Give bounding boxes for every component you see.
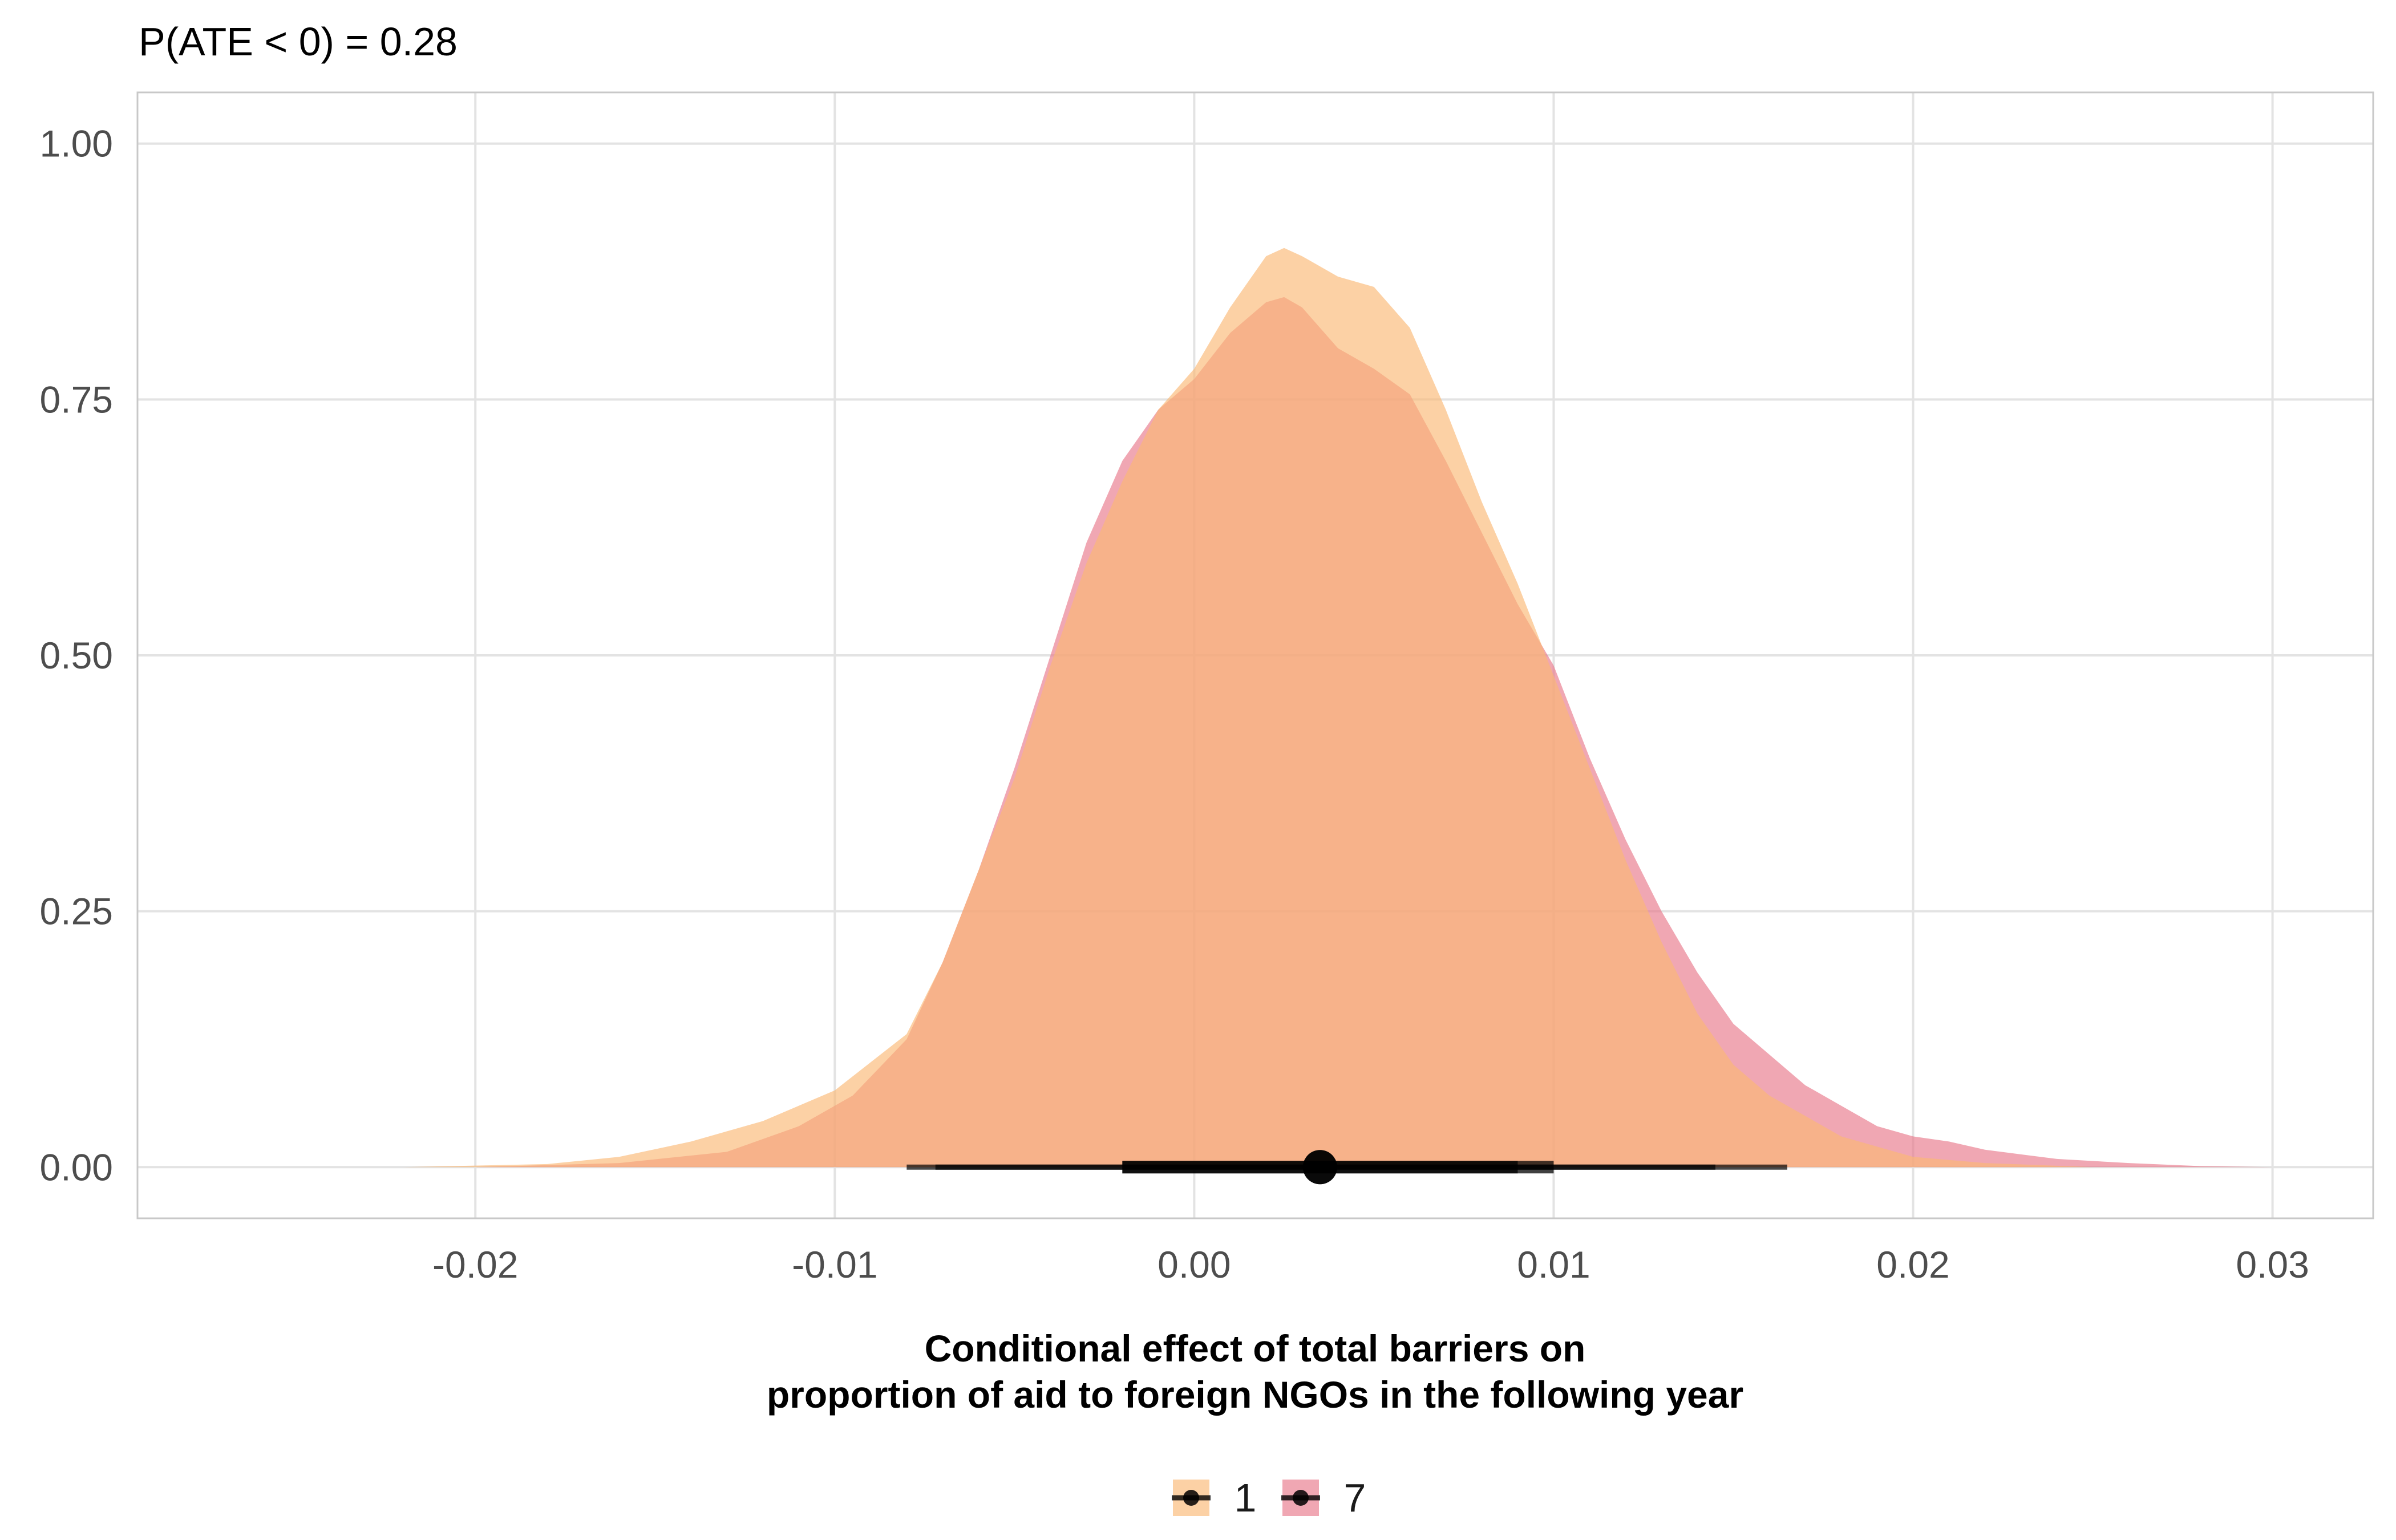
y-tick-label: 0.25	[40, 890, 113, 933]
x-tick-label: -0.02	[432, 1243, 518, 1286]
chart-subtitle: P(ATE < 0) = 0.28	[139, 19, 458, 64]
y-tick-label: 1.00	[40, 123, 113, 165]
density-areas	[403, 248, 2273, 1168]
panel-border	[136, 91, 2374, 1219]
y-axis-ticks: 0.00 0.25 0.50 0.75 1.00	[40, 123, 113, 1189]
x-tick-label: -0.01	[792, 1243, 877, 1286]
x-tick-label: 0.02	[1876, 1243, 1949, 1286]
x-tick-label: 0.03	[2236, 1243, 2309, 1286]
interval-bars	[906, 1150, 1787, 1185]
x-tick-label: 0.01	[1517, 1243, 1590, 1286]
x-axis-title-line-2: proportion of aid to foreign NGOs in the…	[767, 1373, 1743, 1416]
legend-item-1: 1	[1172, 1476, 1256, 1520]
legend-key-point	[1293, 1490, 1309, 1506]
y-tick-label: 0.50	[40, 634, 113, 676]
x-axis-ticks: -0.02 -0.01 0.00 0.01 0.02 0.03	[432, 1243, 2309, 1286]
legend-label: 1	[1235, 1476, 1257, 1520]
density-area-series-1	[403, 248, 2093, 1168]
y-tick-label: 0.00	[40, 1146, 113, 1188]
point-estimate-series-1	[1302, 1150, 1337, 1185]
legend-key-point	[1183, 1490, 1199, 1506]
plot-area	[136, 91, 2374, 1219]
y-tick-label: 0.75	[40, 378, 113, 420]
x-tick-label: 0.00	[1157, 1243, 1231, 1286]
x-axis-title-line-1: Conditional effect of total barriers on	[925, 1327, 1586, 1369]
legend-label: 7	[1344, 1476, 1366, 1520]
legend-item-7: 7	[1281, 1476, 1366, 1520]
